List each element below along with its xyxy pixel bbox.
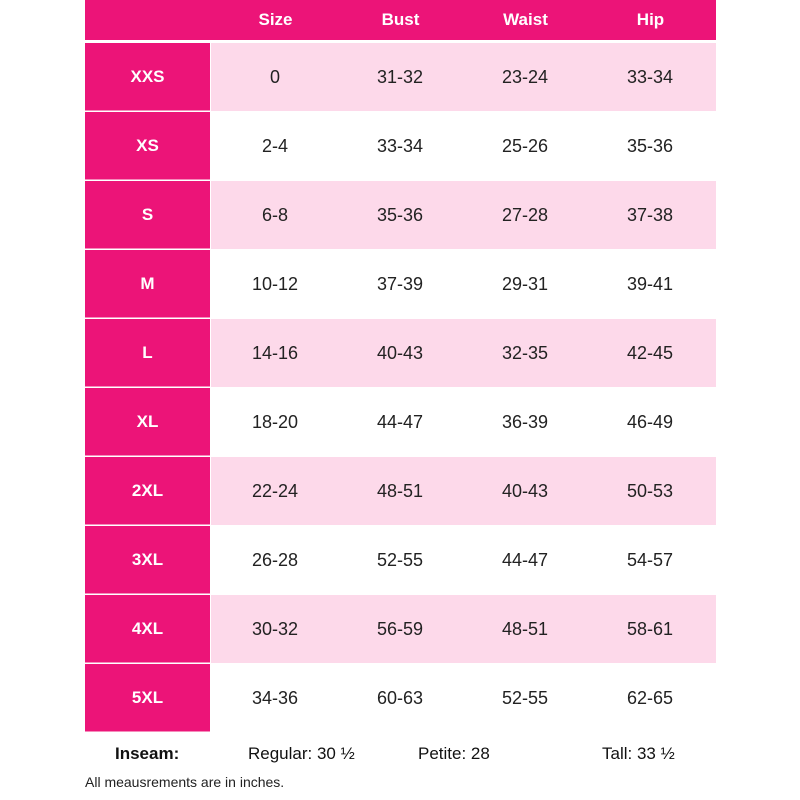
waist-cell: 44-47 (501, 550, 549, 570)
size-label: 4XL (85, 595, 210, 663)
table-row: 5XL 34-36 60-63 52-55 62-65 (85, 664, 716, 732)
waist-cell: 25-26 (501, 136, 549, 156)
size-label: M (85, 250, 210, 318)
inseam-petite: Petite: 28 (418, 744, 490, 763)
measurement-note: All meausrements are in inches. (85, 774, 285, 790)
table-row: XL 18-20 44-47 36-39 46-49 (85, 388, 716, 456)
bust-cell: 31-32 (376, 67, 424, 87)
waist-cell: 23-24 (501, 67, 549, 87)
waist-cell: 36-39 (501, 412, 549, 432)
hip-cell: 33-34 (626, 67, 674, 87)
hip-cell: 37-38 (626, 205, 674, 225)
inseam-regular: Regular: 30 ½ (248, 744, 355, 763)
table-row: 2XL 22-24 48-51 40-43 50-53 (85, 457, 716, 525)
waist-cell: 27-28 (501, 205, 549, 225)
bust-cell: 33-34 (376, 136, 424, 156)
size-label: XL (85, 388, 210, 456)
size-cell: 34-36 (251, 688, 299, 708)
size-label: 5XL (85, 664, 210, 732)
header-bust: Bust (381, 10, 420, 29)
bust-cell: 52-55 (376, 550, 424, 570)
waist-cell: 48-51 (501, 619, 549, 639)
bust-cell: 35-36 (376, 205, 424, 225)
bust-cell: 40-43 (376, 343, 424, 363)
table-row: S 6-8 35-36 27-28 37-38 (85, 181, 716, 249)
hip-cell: 50-53 (626, 481, 674, 501)
bust-cell: 56-59 (376, 619, 424, 639)
size-cell: 30-32 (251, 619, 299, 639)
size-cell: 26-28 (251, 550, 299, 570)
size-cell: 18-20 (251, 412, 299, 432)
row-cells: 18-20 44-47 36-39 46-49 (211, 388, 716, 456)
hip-cell: 46-49 (626, 412, 674, 432)
table-row: 4XL 30-32 56-59 48-51 58-61 (85, 595, 716, 663)
hip-cell: 62-65 (626, 688, 674, 708)
size-cell: 10-12 (251, 274, 299, 294)
row-cells: 30-32 56-59 48-51 58-61 (211, 595, 716, 663)
hip-cell: 54-57 (626, 550, 674, 570)
waist-cell: 29-31 (501, 274, 549, 294)
bust-cell: 37-39 (376, 274, 424, 294)
table-header: Size Bust Waist Hip (85, 0, 716, 40)
table-row: XS 2-4 33-34 25-26 35-36 (85, 112, 716, 180)
hip-cell: 39-41 (626, 274, 674, 294)
hip-cell: 58-61 (626, 619, 674, 639)
waist-cell: 52-55 (501, 688, 549, 708)
hip-cell: 35-36 (626, 136, 674, 156)
row-cells: 0 31-32 23-24 33-34 (211, 43, 716, 111)
hip-cell: 42-45 (626, 343, 674, 363)
table-row: XXS 0 31-32 23-24 33-34 (85, 43, 716, 111)
bust-cell: 60-63 (376, 688, 424, 708)
size-cell: 6-8 (261, 205, 288, 225)
size-label: 3XL (85, 526, 210, 594)
waist-cell: 40-43 (501, 481, 549, 501)
table-row: L 14-16 40-43 32-35 42-45 (85, 319, 716, 387)
header-hip: Hip (636, 10, 665, 29)
header-size: Size (258, 10, 293, 29)
inseam-tall: Tall: 33 ½ (602, 744, 675, 763)
header-waist: Waist (503, 10, 548, 29)
size-label: L (85, 319, 210, 387)
size-cell: 0 (269, 67, 280, 87)
row-cells: 14-16 40-43 32-35 42-45 (211, 319, 716, 387)
inseam-label: Inseam: (115, 744, 180, 763)
row-cells: 10-12 37-39 29-31 39-41 (211, 250, 716, 318)
table-row: M 10-12 37-39 29-31 39-41 (85, 250, 716, 318)
size-label: 2XL (85, 457, 210, 525)
row-cells: 6-8 35-36 27-28 37-38 (211, 181, 716, 249)
size-cell: 22-24 (251, 481, 299, 501)
bust-cell: 48-51 (376, 481, 424, 501)
row-cells: 34-36 60-63 52-55 62-65 (211, 664, 716, 732)
row-cells: 2-4 33-34 25-26 35-36 (211, 112, 716, 180)
size-cell: 14-16 (251, 343, 299, 363)
size-cell: 2-4 (261, 136, 288, 156)
size-label: XS (85, 112, 210, 180)
table-row: 3XL 26-28 52-55 44-47 54-57 (85, 526, 716, 594)
row-cells: 26-28 52-55 44-47 54-57 (211, 526, 716, 594)
size-label: XXS (85, 43, 210, 111)
waist-cell: 32-35 (501, 343, 549, 363)
bust-cell: 44-47 (376, 412, 424, 432)
size-label: S (85, 181, 210, 249)
row-cells: 22-24 48-51 40-43 50-53 (211, 457, 716, 525)
